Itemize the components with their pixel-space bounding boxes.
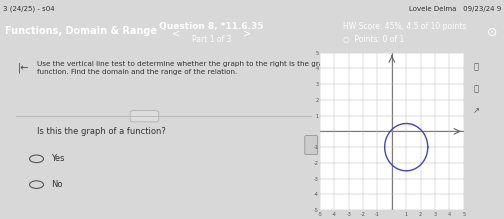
Text: Part 1 of 3: Part 1 of 3 <box>192 35 231 44</box>
Text: Is this the graph of a function?: Is this the graph of a function? <box>36 127 165 136</box>
Text: ○  Points: 0 of 1: ○ Points: 0 of 1 <box>343 35 404 44</box>
FancyBboxPatch shape <box>130 111 159 122</box>
Text: <: < <box>172 28 180 38</box>
Text: Use the vertical line test to determine whether the graph to the right is the gr: Use the vertical line test to determine … <box>36 61 348 75</box>
Text: 🔍: 🔍 <box>474 62 479 71</box>
Text: HW Score: 45%, 4.5 of 10 points: HW Score: 45%, 4.5 of 10 points <box>343 21 466 31</box>
Text: ⊙: ⊙ <box>487 26 497 39</box>
Text: |←: |← <box>18 63 29 73</box>
Text: >: > <box>243 28 251 38</box>
Text: 🔎: 🔎 <box>474 84 479 93</box>
FancyBboxPatch shape <box>305 136 318 155</box>
Text: ↗: ↗ <box>473 106 480 115</box>
Text: Functions, Domain & Range: Functions, Domain & Range <box>5 26 157 36</box>
Text: Question 8, *11.6.35: Question 8, *11.6.35 <box>159 22 264 31</box>
Text: 3 (24/25) - s04: 3 (24/25) - s04 <box>3 6 54 12</box>
Text: No: No <box>51 180 62 189</box>
Text: Yes: Yes <box>51 154 65 163</box>
Text: Lovele Delma   09/23/24 9: Lovele Delma 09/23/24 9 <box>409 6 501 12</box>
